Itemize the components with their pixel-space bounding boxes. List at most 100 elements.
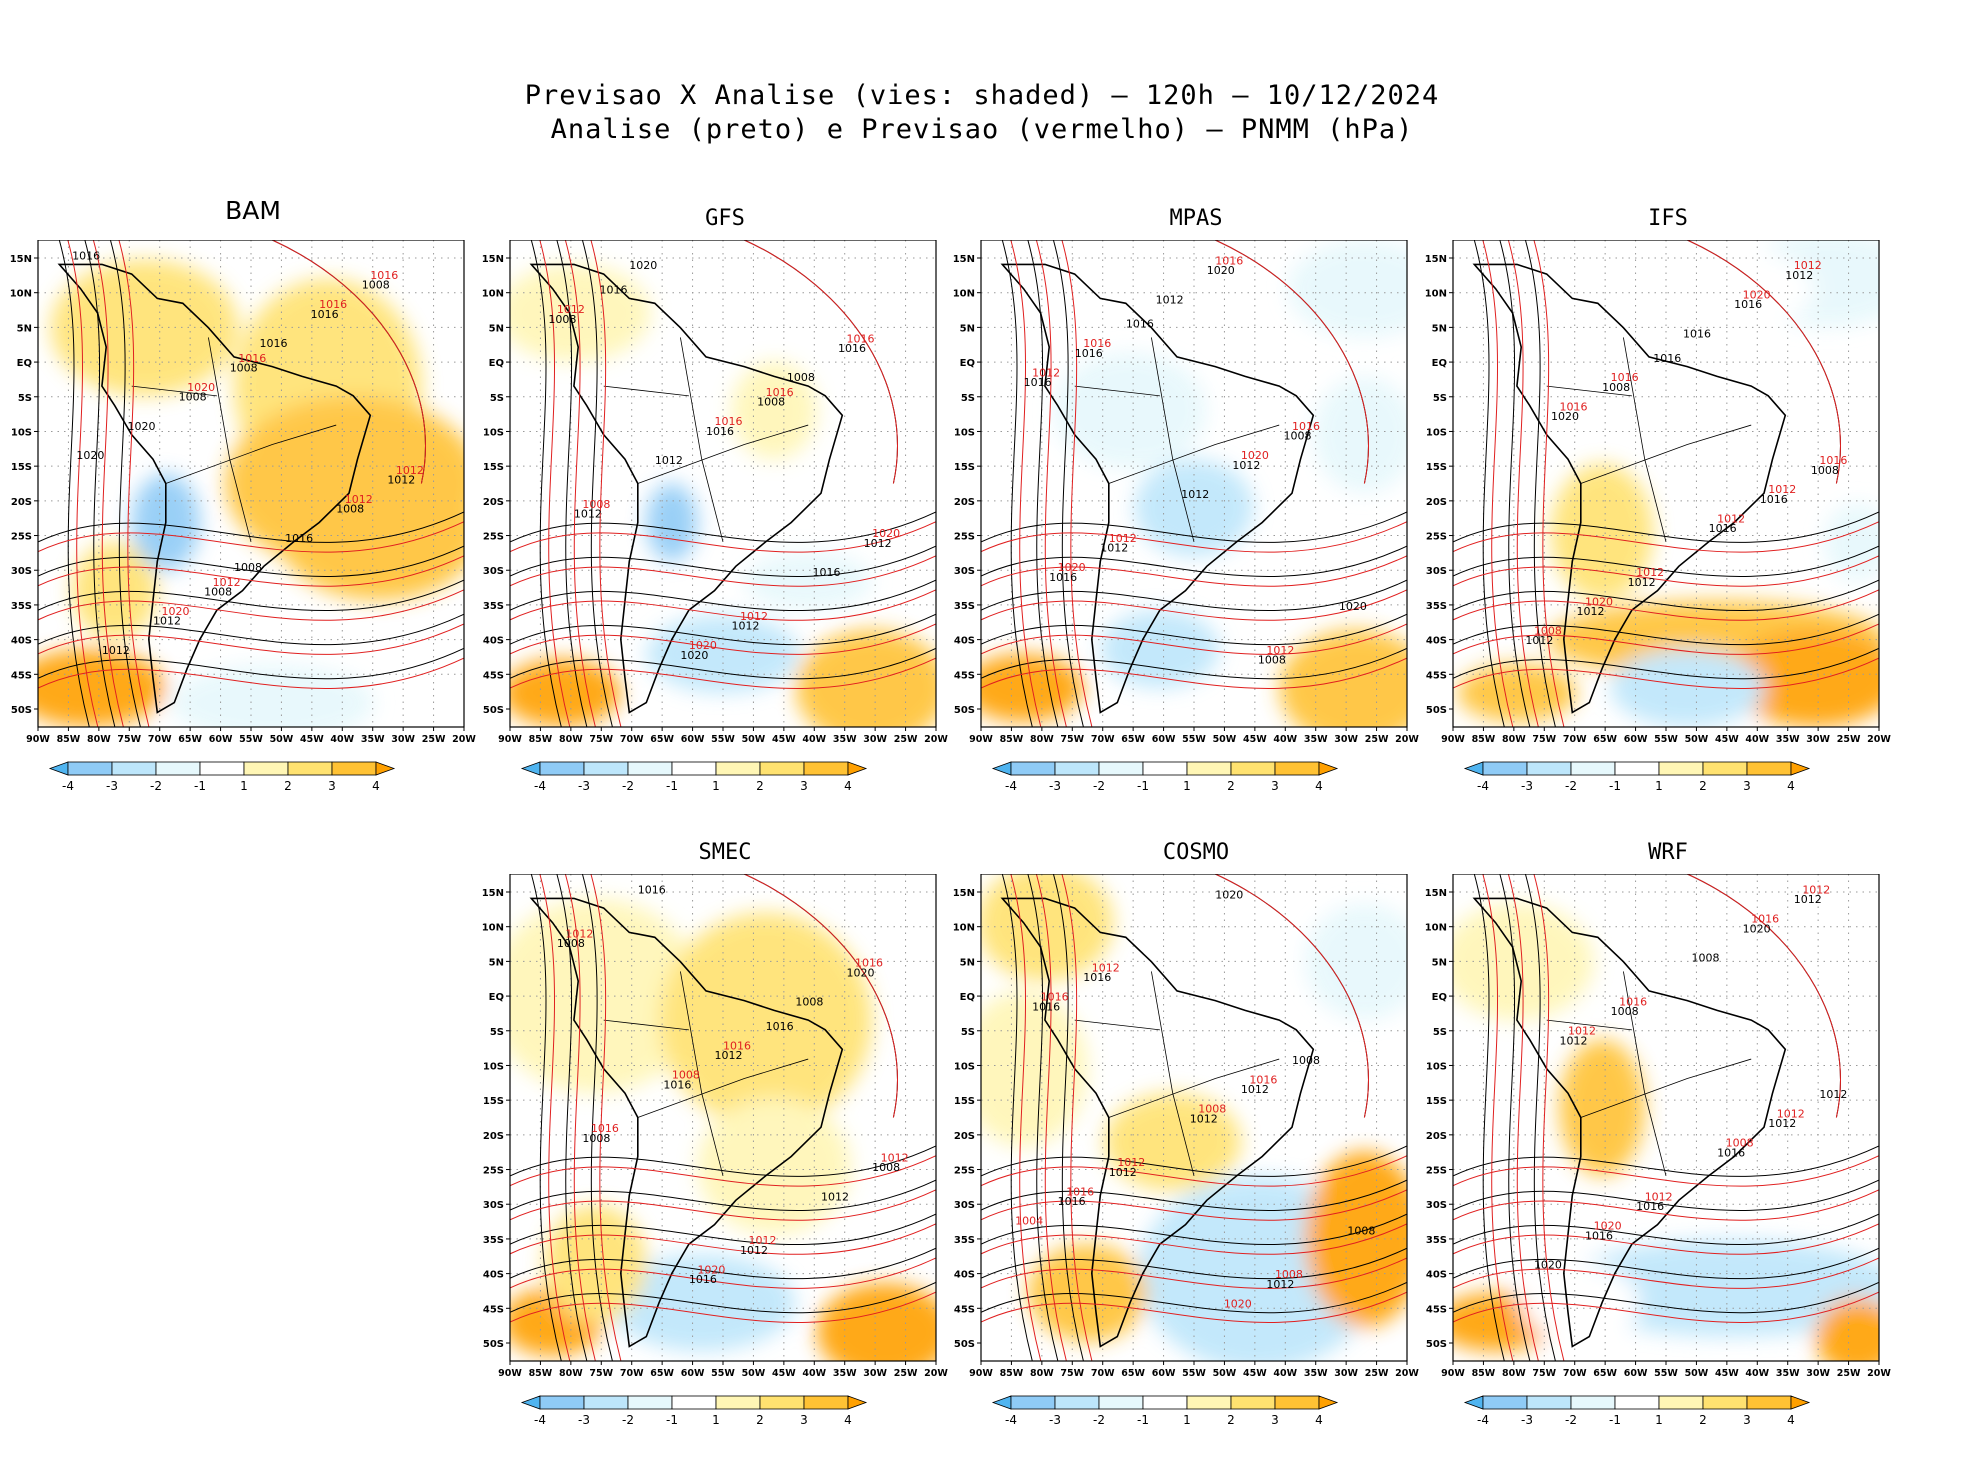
colorbar-tick-label: -1 xyxy=(194,779,206,793)
analysis-contour-label: 1012 xyxy=(1785,269,1813,282)
lon-tick-label: 55W xyxy=(711,734,735,745)
lon-tick-label: 60W xyxy=(681,734,705,745)
country-borders xyxy=(131,337,337,543)
forecast-contour-label: 1020 xyxy=(689,639,717,652)
lon-tick-label: 60W xyxy=(1152,1368,1176,1379)
lat-tick-label: 15N xyxy=(1425,888,1447,899)
lon-tick-label: 50W xyxy=(1685,734,1709,745)
panel-title-mpas: MPAS xyxy=(1169,206,1223,231)
map-panel-mpas: 1016100810121008101610121016102010161012… xyxy=(953,240,1419,793)
lat-tick-label: 50S xyxy=(954,1339,975,1350)
analysis-contour-label: 1012 xyxy=(1156,293,1184,306)
lon-tick-label: 20W xyxy=(924,734,948,745)
bias-area xyxy=(1304,1151,1407,1327)
colorbar-segment xyxy=(715,1395,761,1410)
lat-tick-label: 10N xyxy=(482,289,504,300)
lat-tick-label: 35S xyxy=(954,601,975,612)
colorbar-tick-label: -3 xyxy=(1049,1413,1061,1427)
forecast-contour-label: 1016 xyxy=(370,269,398,282)
colorbar-cosmo: -4 -3 -2 -1 1 2 3 4 xyxy=(991,1395,1339,1427)
lat-tick-label: 5S xyxy=(18,393,32,404)
lat-tick-label: 15N xyxy=(953,888,975,899)
analysis-contour-label: 1016 xyxy=(1058,1195,1086,1208)
analysis-contour-label: 1012 xyxy=(1109,1166,1137,1179)
panel-title-bam: BAM xyxy=(225,196,281,225)
colorbar-tick-label: -4 xyxy=(534,1413,546,1427)
bias-area xyxy=(646,483,698,562)
colorbar-segment xyxy=(627,1395,673,1410)
lat-tick-label: 40S xyxy=(483,636,504,647)
lat-tick-label: 25S xyxy=(954,1166,975,1177)
forecast-contour-label: 1012 xyxy=(557,303,585,316)
colorbar-segment xyxy=(1746,1395,1792,1410)
lon-tick-label: 35W xyxy=(1776,734,1800,745)
analysis-contour-label: 1012 xyxy=(1560,1034,1588,1047)
lon-tick-label: 90W xyxy=(1441,1368,1465,1379)
lat-tick-label: 10N xyxy=(953,923,975,934)
lon-tick-label: 50W xyxy=(742,1368,766,1379)
colorbar-mpas: -4 -3 -2 -1 1 2 3 4 xyxy=(991,761,1339,793)
bias-area xyxy=(276,464,464,601)
analysis-contour-label: 1012 xyxy=(1100,542,1128,555)
lon-tick-label: 45W xyxy=(1715,734,1739,745)
lon-tick-label: 20W xyxy=(1867,1368,1891,1379)
lat-tick-label: EQ xyxy=(1432,358,1447,369)
analysis-contour-label: 1016 xyxy=(838,342,866,355)
forecast-contour-label: 1012 xyxy=(1777,1108,1805,1121)
lon-tick-label: 35W xyxy=(833,734,857,745)
colorbar-segment xyxy=(759,1395,805,1410)
lat-tick-label: 15N xyxy=(1425,254,1447,265)
colorbar-segment xyxy=(155,761,201,776)
lat-tick-label: 20S xyxy=(483,497,504,508)
colorbar-tick-label: -2 xyxy=(622,1413,634,1427)
bias-area xyxy=(816,1283,936,1361)
lat-tick-label: 5S xyxy=(1433,393,1447,404)
lat-tick-label: 45S xyxy=(1426,1304,1447,1315)
lat-tick-label: 35S xyxy=(483,1235,504,1246)
colorbar-tick-label: 2 xyxy=(756,779,764,793)
analysis-contour-label: 1020 xyxy=(680,649,708,662)
analysis-contour-label: 1016 xyxy=(285,532,313,545)
colorbar-tick-label: 3 xyxy=(1271,779,1279,793)
lon-tick-label: 65W xyxy=(1121,1368,1145,1379)
forecast-contour-label: 1020 xyxy=(1241,449,1269,462)
lon-tick-label: 85W xyxy=(1472,734,1496,745)
country-borders xyxy=(1074,971,1280,1177)
colorbar-segment xyxy=(627,761,673,776)
analysis-contour-label: 1016 xyxy=(1636,1200,1664,1213)
lat-tick-label: 30S xyxy=(11,566,32,577)
lon-tick-label: 70W xyxy=(1563,1368,1587,1379)
lon-tick-label: 65W xyxy=(1121,734,1145,745)
forecast-contour-label: 1012 xyxy=(740,610,768,623)
coastline xyxy=(1472,263,1787,714)
colorbar-segment xyxy=(803,1395,849,1410)
colorbar-segment xyxy=(583,1395,629,1410)
forecast-contour-label: 1020 xyxy=(1224,1297,1252,1310)
lat-tick-label: 40S xyxy=(1426,1270,1447,1281)
analysis-contour-label: 1016 xyxy=(1734,298,1762,311)
analysis-contour-label: 1020 xyxy=(1215,888,1243,901)
colorbar-tick-label: -4 xyxy=(534,779,546,793)
colorbar-tick-label: 3 xyxy=(1743,1413,1751,1427)
lat-tick-label: 45S xyxy=(11,670,32,681)
colorbar-wrf: -4 -3 -2 -1 1 2 3 4 xyxy=(1463,1395,1811,1427)
colorbar-tick-label: 4 xyxy=(844,1413,852,1427)
bias-area xyxy=(1550,464,1654,601)
colorbar-tick-label: 4 xyxy=(1787,779,1795,793)
country-borders xyxy=(1546,971,1752,1177)
colorbar-segment xyxy=(539,1395,585,1410)
lon-tick-label: 35W xyxy=(1776,1368,1800,1379)
colorbar-segment xyxy=(1230,1395,1276,1410)
lon-tick-label: 25W xyxy=(894,1368,918,1379)
analysis-contour-label: 1016 xyxy=(1083,971,1111,984)
analysis-contour-label: 1008 xyxy=(557,937,585,950)
lon-tick-label: 75W xyxy=(589,1368,613,1379)
colorbar-segment xyxy=(1526,1395,1572,1410)
analysis-isobars xyxy=(1453,874,1879,1361)
forecast-contour-label: 1012 xyxy=(1117,1156,1145,1169)
bias-area xyxy=(170,663,375,727)
bias-area xyxy=(1559,240,1816,338)
lon-tick-label: 65W xyxy=(650,1368,674,1379)
analysis-contour-label: 1016 xyxy=(1717,1146,1745,1159)
colorbar-tick-label: 1 xyxy=(1655,779,1663,793)
